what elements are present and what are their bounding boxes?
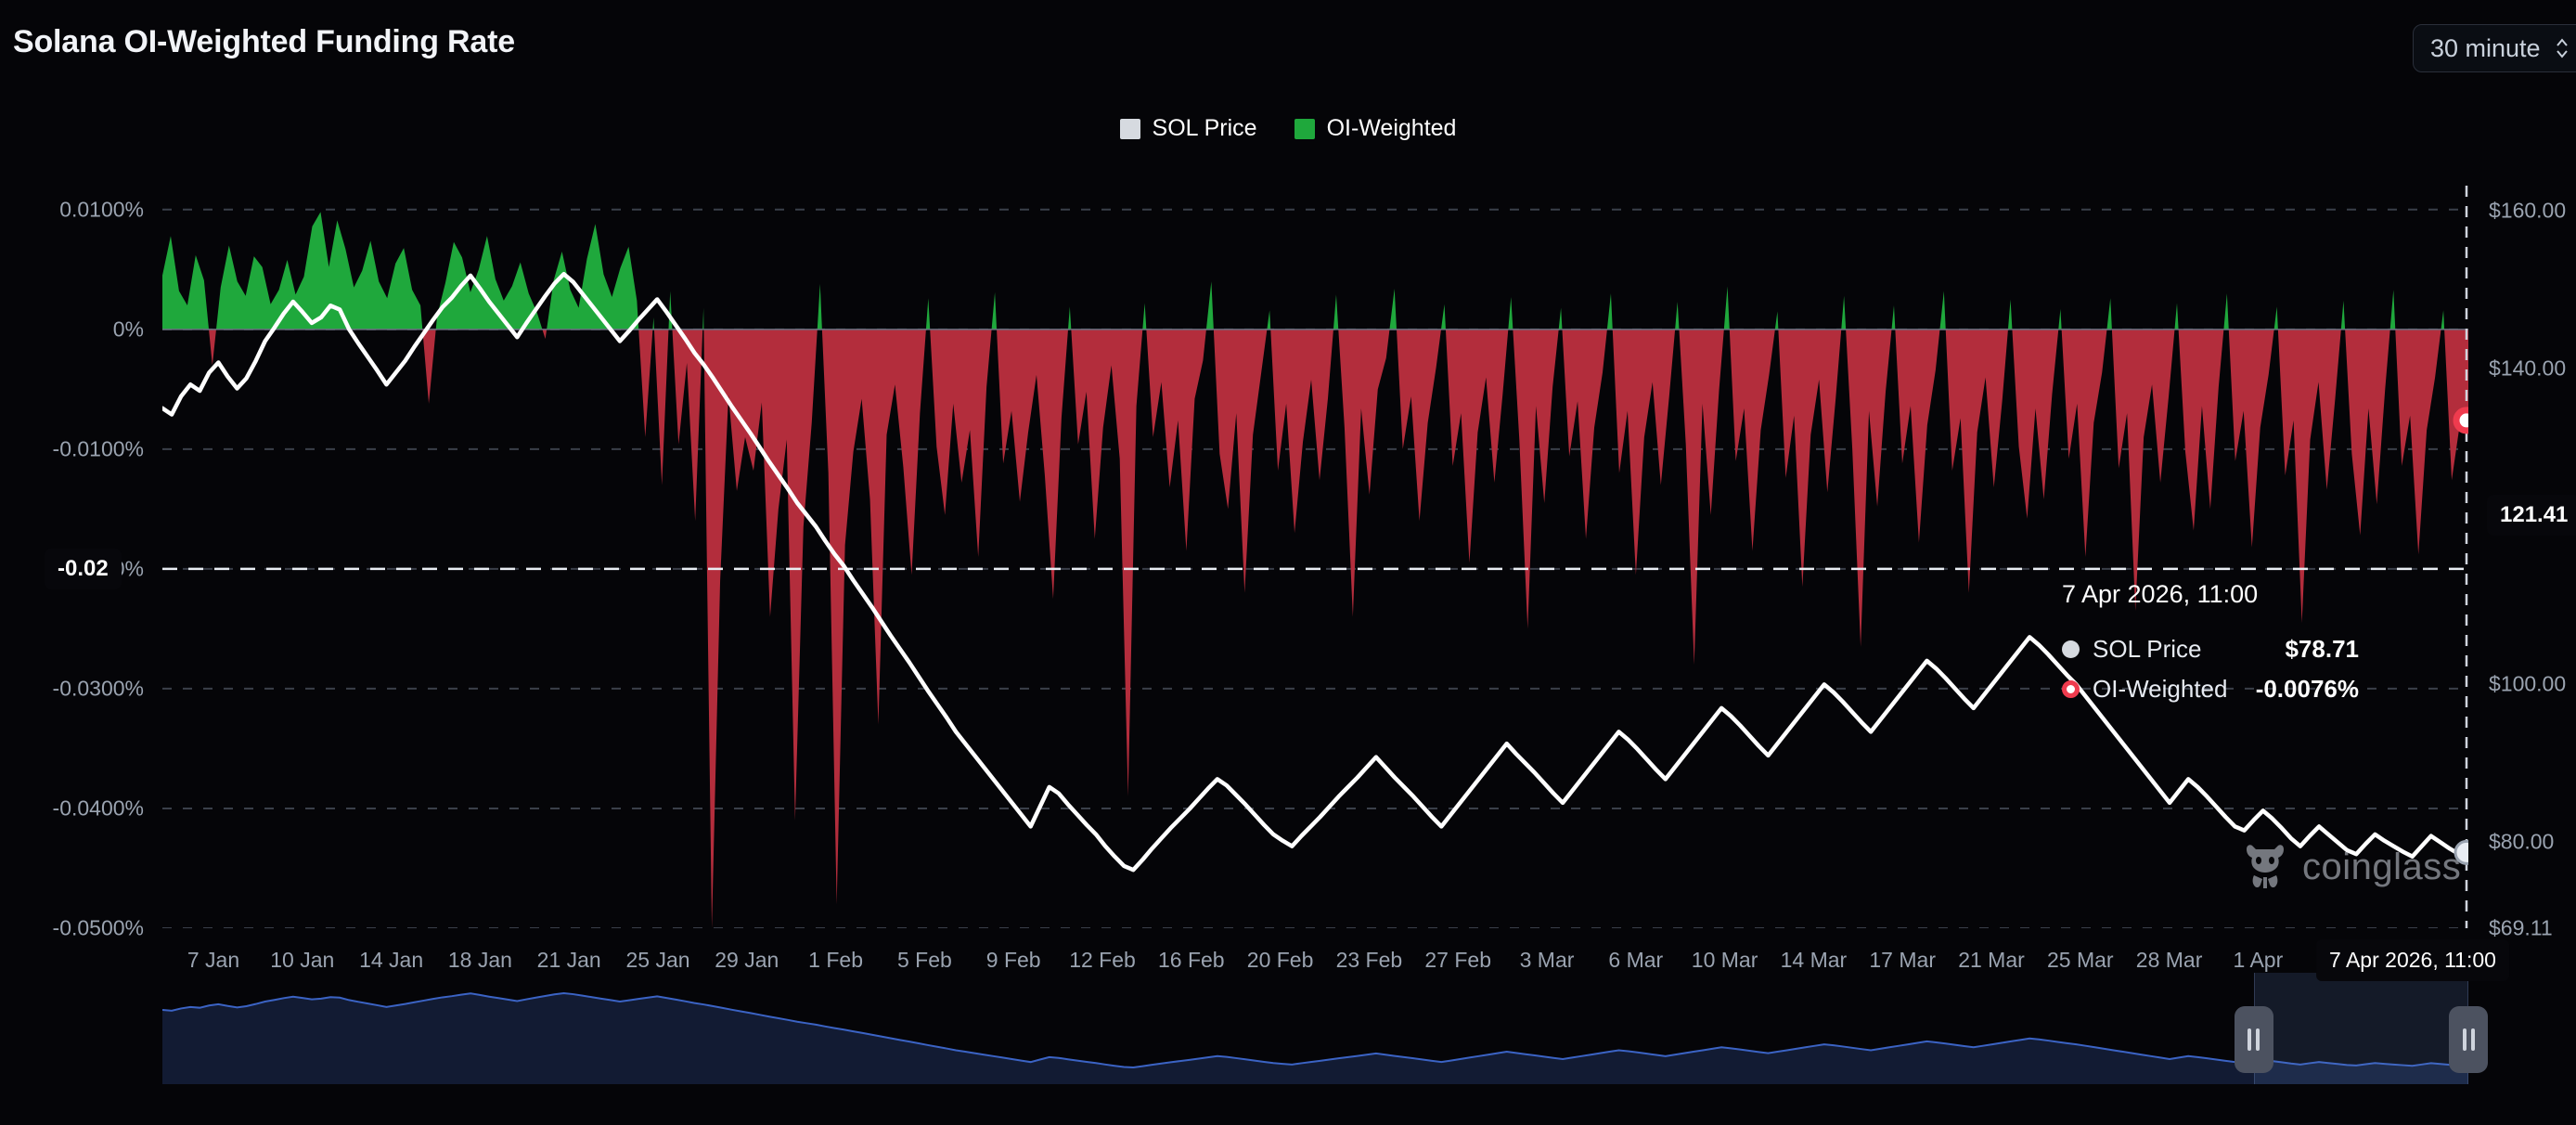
navigator-area — [162, 993, 2468, 1084]
x-axis-tick: 10 Jan — [270, 948, 335, 972]
y-axis-right-tick: $140.00 — [2489, 356, 2567, 381]
sol-price-end-marker — [2454, 839, 2468, 865]
x-axis-tick: 28 Mar — [2135, 948, 2203, 972]
chart-legend: SOL Price OI-Weighted — [0, 115, 2576, 142]
page-title: Solana OI-Weighted Funding Rate — [13, 24, 515, 59]
x-axis: 7 Jan 10 Jan 14 Jan 18 Jan 21 Jan 25 Jan 29 Ja… — [0, 933, 2576, 972]
legend-swatch-icon — [1119, 118, 1140, 139]
series-dot-icon — [2062, 640, 2080, 658]
legend-label: SOL Price — [1152, 115, 1257, 141]
chart-tooltip: 7 Apr 2026, 11:00 SOL Price $78.71 OI-We… — [2062, 580, 2359, 715]
tooltip-row-sol-price: SOL Price $78.71 — [2062, 635, 2359, 664]
navigator-handle-left[interactable] — [2234, 1006, 2273, 1073]
x-axis-tick: 5 Feb — [896, 948, 952, 972]
x-axis-tick: 7 Jan — [187, 948, 240, 972]
sol-price-line — [162, 271, 2468, 873]
interval-select-label: 30 minute — [2430, 33, 2541, 62]
tooltip-series-value: $78.71 — [2285, 635, 2359, 663]
oi-weighted-end-marker — [2453, 407, 2468, 434]
tooltip-series-value: -0.0076% — [2255, 675, 2359, 703]
x-axis-tick: 6 Mar — [1608, 948, 1664, 972]
grip-bar-icon — [2462, 1028, 2467, 1051]
oi-weighted-positive-area — [162, 212, 2445, 330]
legend-item-sol-price[interactable]: SOL Price — [1119, 115, 1257, 142]
x-axis-tick: 23 Feb — [1335, 948, 1403, 972]
tooltip-series-name: SOL Price — [2093, 635, 2202, 663]
chart-plot-area[interactable] — [162, 186, 2468, 928]
grip-bar-icon — [2256, 1028, 2260, 1051]
x-axis-tick: 14 Mar — [1780, 948, 1848, 972]
y-axis-right-tick: $80.00 — [2489, 829, 2555, 854]
navigator-line — [161, 991, 2469, 1069]
navigator-selection[interactable] — [2253, 973, 2468, 1084]
y-axis-right-marker-badge: 121.41 — [2487, 495, 2576, 537]
y-axis-left-tick: 0.0100% — [59, 197, 144, 222]
x-axis-tick: 1 Feb — [808, 948, 864, 972]
x-axis-tick: 21 Jan — [536, 948, 601, 972]
tooltip-row-oi-weighted: OI-Weighted -0.0076% — [2062, 675, 2359, 704]
grip-bar-icon — [2470, 1028, 2475, 1051]
range-navigator[interactable] — [161, 973, 2488, 1084]
x-axis-tick: 25 Jan — [625, 948, 690, 972]
x-axis-marker-badge: 7 Apr 2026, 11:00 — [2316, 939, 2509, 981]
x-axis-tick: 16 Feb — [1157, 948, 1225, 972]
series-dot-icon — [2062, 680, 2080, 698]
x-axis-tick: 12 Feb — [1069, 948, 1136, 972]
oi-weighted-negative-area — [162, 329, 2468, 928]
x-axis-tick: 18 Jan — [447, 948, 512, 972]
y-axis-right: $160.00 $140.00 $100.00 $80.00 $69.11 — [2468, 186, 2576, 940]
interval-select[interactable]: 30 minute — [2413, 24, 2576, 72]
x-axis-tick: 10 Mar — [1691, 948, 1758, 972]
y-axis-right-tick: $100.00 — [2489, 671, 2567, 696]
x-axis-tick: 21 Mar — [1958, 948, 2025, 972]
legend-label: OI-Weighted — [1326, 115, 1457, 141]
x-axis-tick: 29 Jan — [715, 948, 779, 972]
x-axis-tick: 27 Feb — [1424, 948, 1491, 972]
x-axis-tick: 14 Jan — [359, 948, 424, 972]
tooltip-date: 7 Apr 2026, 11:00 — [2062, 580, 2259, 608]
legend-item-oi-weighted[interactable]: OI-Weighted — [1294, 115, 1457, 142]
x-axis-tick: 9 Feb — [985, 948, 1041, 972]
grip-bar-icon — [2248, 1028, 2252, 1051]
y-axis-right-tick: $160.00 — [2489, 198, 2567, 223]
x-axis-tick: 1 Apr — [2233, 948, 2284, 972]
y-axis-left-tick: -0.0500% — [52, 915, 144, 940]
y-axis-left-tick: 0% — [112, 317, 144, 342]
y-axis-left-tick: -0.0400% — [52, 795, 144, 821]
x-axis-tick: 20 Feb — [1246, 948, 1314, 972]
x-axis-tick: 25 Mar — [2047, 948, 2114, 972]
y-axis-left-tick: -0.0100% — [52, 436, 144, 461]
y-axis-left-tick: -0.0300% — [52, 676, 144, 701]
y-axis-right-tick: $69.11 — [2489, 915, 2553, 940]
chevron-updown-icon — [2554, 34, 2570, 62]
legend-swatch-icon — [1294, 118, 1315, 139]
x-axis-tick: 3 Mar — [1519, 948, 1575, 972]
x-axis-tick: 17 Mar — [1869, 948, 1936, 972]
navigator-handle-right[interactable] — [2449, 1006, 2488, 1073]
tooltip-series-name: OI-Weighted — [2093, 675, 2228, 703]
y-axis-left-marker-badge: -0.02 — [45, 548, 122, 589]
